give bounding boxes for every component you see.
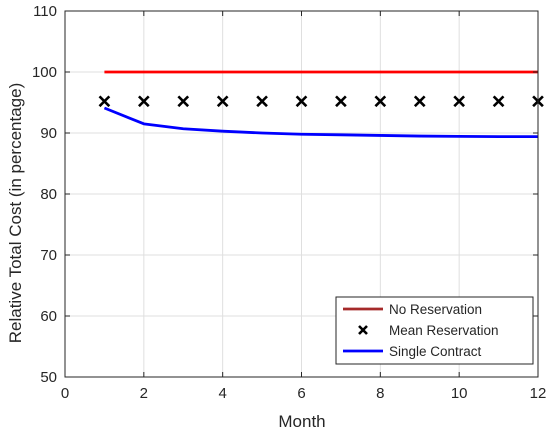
y-tick-label: 60	[40, 308, 57, 325]
axes	[64, 10, 539, 378]
y-tick-label: 70	[40, 247, 57, 264]
legend-label: Mean Reservation	[389, 323, 499, 338]
x-tick-label: 12	[530, 385, 547, 402]
data-point-x-marker	[295, 95, 308, 108]
data-point-x-marker	[216, 95, 229, 108]
y-axis-label: Relative Total Cost (in percentage)	[6, 83, 25, 344]
data-point-x-marker	[98, 95, 111, 108]
data-point-x-marker	[492, 95, 505, 108]
x-tick-label: 2	[140, 385, 148, 402]
x-axis-label: Month	[278, 412, 325, 431]
y-tick-label: 50	[40, 369, 57, 386]
data-point-x-marker	[177, 95, 190, 108]
x-tick-label: 10	[451, 385, 468, 402]
x-tick-label: 8	[376, 385, 384, 402]
data-point-x-marker	[137, 95, 150, 108]
series-line	[103, 106, 538, 139]
legend-label: No Reservation	[389, 302, 482, 317]
legend-label: Single Contract	[389, 344, 482, 359]
x-tick-label: 0	[61, 385, 69, 402]
data-point-x-marker	[413, 95, 426, 108]
y-tick-label: 80	[40, 186, 57, 203]
y-tick-label: 100	[32, 64, 57, 81]
tick-labels: 0 2 4 6 8 10 12 50 60 70 80 90 100 110	[32, 3, 546, 402]
x-tick-label: 4	[218, 385, 226, 402]
data-point-x-marker	[374, 95, 387, 108]
legend: No Reservation Mean Reservation Single Con…	[335, 296, 534, 365]
legend-marker-swatch	[358, 325, 368, 335]
data-point-x-marker	[256, 95, 268, 108]
series-layer	[98, 70, 544, 139]
y-tick-label: 110	[33, 3, 57, 20]
data-point-x-marker	[453, 95, 466, 108]
y-tick-label: 90	[40, 125, 57, 142]
x-tick-label: 6	[297, 385, 305, 402]
data-point-x-marker	[335, 95, 347, 108]
